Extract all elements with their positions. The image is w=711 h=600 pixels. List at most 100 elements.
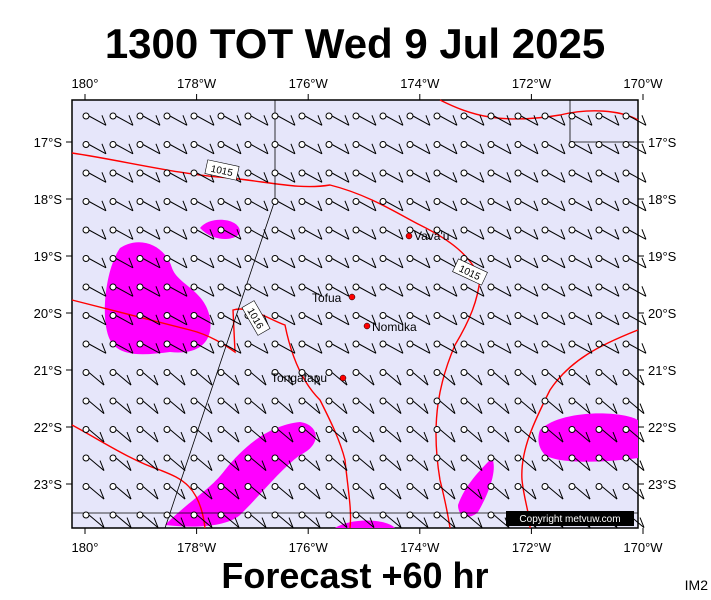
barb-shaft [385,372,402,386]
wind-barb [514,312,539,326]
wind-barb [352,312,377,326]
barb-feather [425,115,431,126]
barb-shaft [142,457,159,472]
barb-shaft [250,514,267,529]
barb-shaft [385,201,404,212]
bottom-axis-label: 180° [72,540,99,555]
barb-feather [155,286,161,297]
barb-shaft [331,400,348,415]
barb-shaft [601,429,618,443]
wind-barb [460,141,485,155]
barb-station [325,283,333,291]
barb-shaft [466,201,485,212]
wind-barb [298,226,323,240]
barb-shaft [628,201,647,212]
barb-feather [344,257,350,268]
barb-station [487,198,495,205]
barb-feather [180,460,186,471]
barb-station [298,141,306,148]
wind-barb [190,397,213,415]
barb-station [595,454,603,462]
barb-station [190,141,198,148]
wind-barb [109,483,132,500]
barb-feather [452,200,458,211]
barb-station [109,283,117,291]
wind-barb [271,169,296,183]
barb-station [541,483,549,490]
barb-shaft [115,400,132,415]
barb-feather [99,403,105,414]
isobar-label: 1015 [210,164,234,179]
wind-barb [244,169,269,183]
barb-station [487,483,495,490]
barb-station [271,340,279,348]
barb-shaft [358,514,375,529]
barb-shaft [331,286,350,297]
wind-barb [136,226,161,240]
barb-feather [396,374,402,386]
barb-shaft [304,514,321,529]
wind-barb [271,454,294,472]
barb-shaft [628,286,647,297]
barb-shaft [520,172,539,183]
barb-shaft [547,400,564,415]
wind-barb [487,226,512,240]
wind-barb [514,426,537,443]
barb-station [109,226,117,234]
wind-barb [217,397,240,415]
barb-station [163,426,171,433]
barb-station [379,340,387,348]
wind-barb [271,397,294,415]
barb-station [325,426,333,433]
barb-shaft [250,372,267,386]
barb-shaft [439,372,456,386]
barb-station [514,141,522,148]
wind-barb [433,397,456,415]
barb-feather [531,460,537,471]
barb-shaft [169,229,188,240]
barb-feather [344,314,350,325]
barb-shaft [493,144,512,155]
wind-barb [271,141,296,155]
barb-station [271,397,279,405]
wind-barb [460,397,483,415]
barb-shaft [547,201,566,212]
barb-shaft [466,229,485,240]
barb-shaft [196,343,215,354]
barb-feather [263,172,269,183]
barb-feather [236,314,242,325]
barb-station [568,283,576,291]
barb-shaft [223,315,242,326]
wind-barb [622,426,645,443]
barb-station [217,369,225,376]
barb-station [190,169,198,177]
barb-shaft [520,457,537,472]
barb-feather [342,517,348,528]
barb-station [244,454,252,462]
barb-shaft [88,486,105,500]
wind-barb [163,169,188,183]
barb-shaft [601,144,620,155]
barb-station [298,511,306,519]
rain-areas [104,219,638,528]
barb-feather [558,374,564,386]
barb-shaft [466,286,485,297]
barb-feather [558,488,564,500]
barb-feather [612,374,618,386]
barb-feather [587,257,593,268]
wind-barb [541,169,566,183]
barb-shaft [277,258,296,269]
barb-station [379,397,387,405]
wind-barb [109,112,134,126]
wind-barb [109,312,134,326]
barb-station [595,426,603,433]
barb-feather [99,431,105,443]
barb-feather [153,517,159,528]
wind-barb [271,226,296,240]
wind-barb [325,169,350,183]
barb-station [271,312,279,319]
barb-feather [398,229,404,240]
wind-barb [433,226,458,240]
barb-feather [99,460,105,471]
barb-feather [342,488,348,500]
